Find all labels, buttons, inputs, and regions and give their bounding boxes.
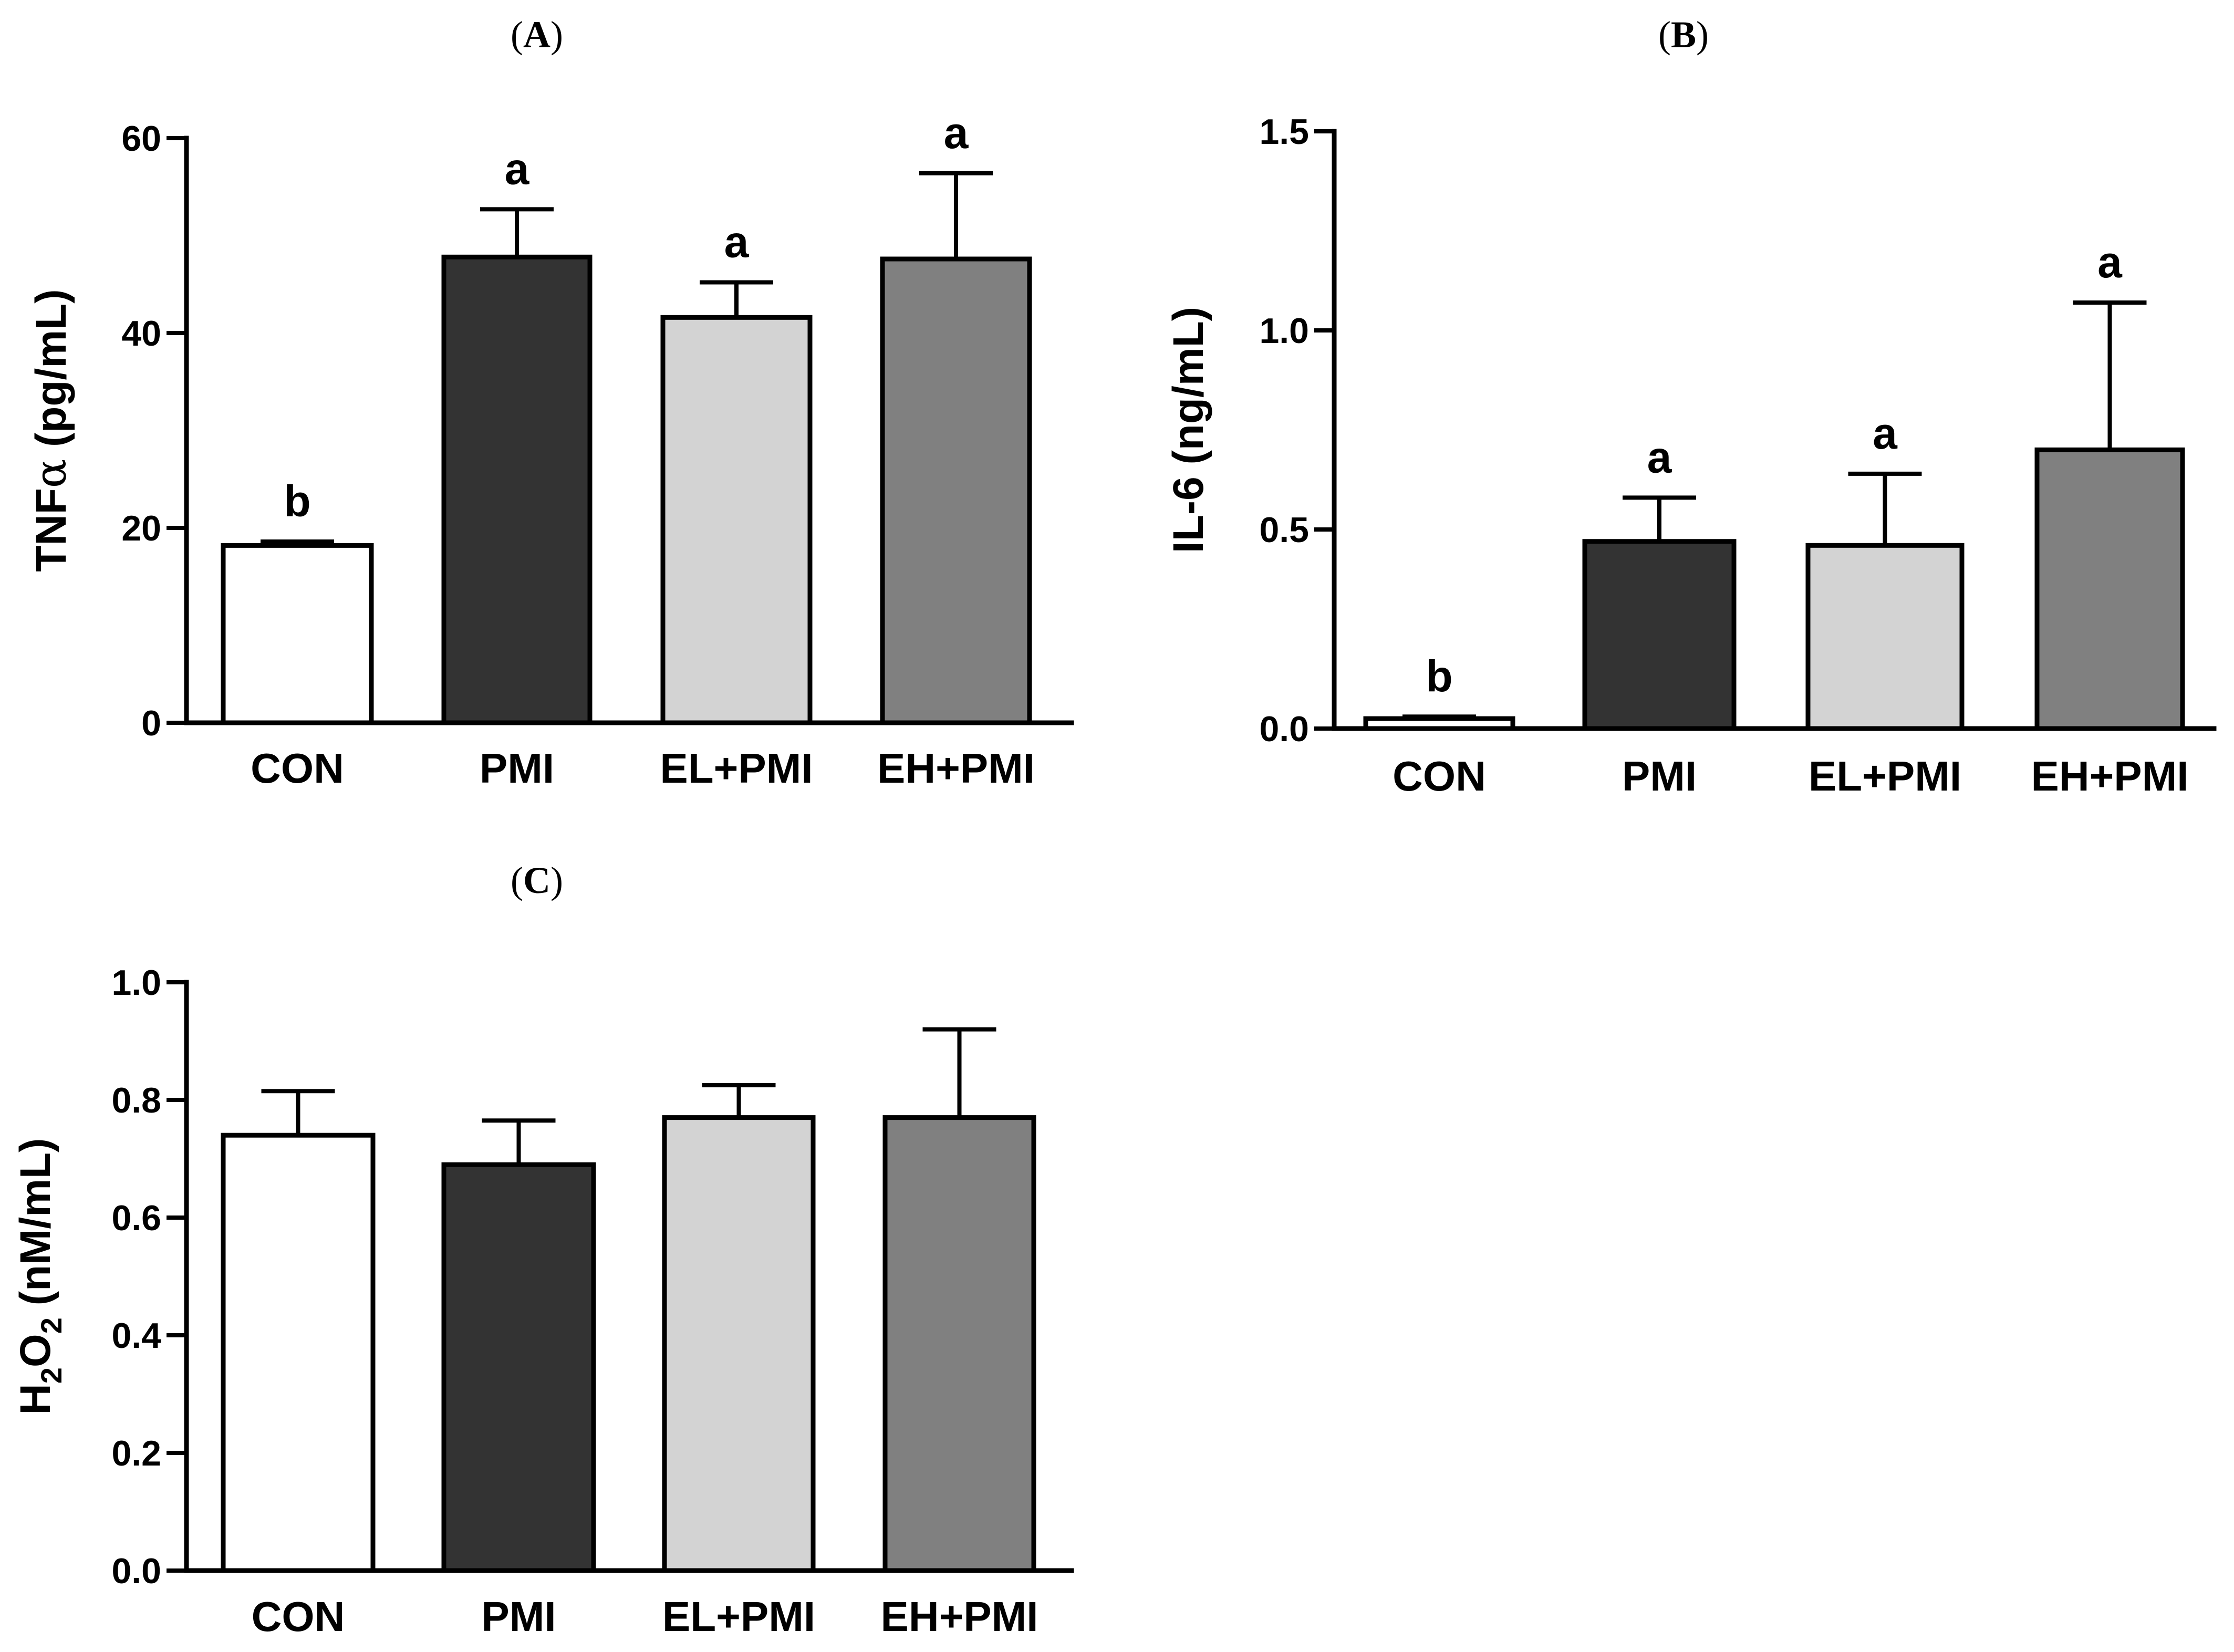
x-tick-label: EL+PMI: [1809, 753, 1961, 799]
significance-label: a: [944, 108, 969, 158]
panel-label-part: (: [511, 14, 523, 56]
y-tick-label: 1.5: [1259, 112, 1309, 152]
y-tick-label: 1.0: [111, 963, 161, 1003]
bar-el-pmi: [660, 315, 813, 725]
chart-panel-1: (A) b a a a 0 20 40 60 CON PMI EL+PMI EH+PMI TNFα (pg…: [26, 14, 1074, 792]
x-tick-label: EH+PMI: [880, 1593, 1038, 1640]
x-tick-label: EH+PMI: [2031, 753, 2188, 799]
y-tick-label: 0.0: [111, 1551, 161, 1591]
x-tick-label: EL+PMI: [662, 1593, 815, 1640]
y-axis-title-part: (pg/mL): [27, 289, 75, 459]
bar-eh-pmi: [882, 1115, 1036, 1573]
y-tick-label: 0.2: [111, 1433, 161, 1473]
bar-eh-pmi: [880, 256, 1032, 725]
bar-el-pmi: [1805, 543, 1965, 731]
y-axis-title-part: IL-6 (ng/mL): [1165, 307, 1212, 553]
bar-con: [221, 1132, 376, 1573]
bar-pmi: [1582, 539, 1737, 731]
y-axis-title-part: 2: [35, 1367, 68, 1384]
y-tick-label: 0.5: [1259, 510, 1309, 550]
significance-label: b: [1426, 651, 1452, 701]
panel-label-part: ): [550, 859, 563, 901]
panel-label: (B): [1658, 14, 1709, 56]
x-tick-label: CON: [252, 1593, 345, 1640]
significance-label: a: [1873, 409, 1898, 458]
y-axis-title-part: α: [26, 459, 76, 488]
y-axis-title-part: TNF: [27, 488, 75, 572]
y-axis-title-part: H: [12, 1384, 59, 1415]
y-tick-label: 60: [121, 119, 161, 159]
bar-pmi: [441, 254, 593, 725]
y-tick-label: 0.8: [111, 1080, 161, 1120]
bar-pmi: [441, 1162, 596, 1573]
panel-label-part: C: [523, 859, 550, 901]
bar-el-pmi: [662, 1115, 816, 1573]
y-tick-label: 0.4: [111, 1316, 161, 1356]
y-axis-title-part: 2: [35, 1317, 68, 1334]
bar-eh-pmi: [2034, 447, 2185, 731]
y-tick-label: 0.0: [1259, 709, 1309, 749]
y-axis-title: H2O2 (nM/mL): [12, 1138, 68, 1415]
significance-label: a: [1647, 432, 1672, 482]
x-tick-label: PMI: [1622, 753, 1697, 799]
y-axis-title: TNFα (pg/mL): [26, 289, 76, 572]
y-tick-label: 1.0: [1259, 311, 1309, 351]
chart-panel-3: (C) 0.0 0.2 0.4 0.6 0.8 1.0 CON PMI EL+PMI EH+PMI H…: [12, 859, 1074, 1640]
x-tick-label: CON: [1393, 753, 1486, 799]
panel-label-part: ): [550, 14, 563, 56]
y-tick-label: 40: [121, 314, 161, 354]
x-tick-label: PMI: [481, 1593, 556, 1640]
panel-label-part: ): [1696, 14, 1709, 56]
panel-label-part: (: [1658, 14, 1671, 56]
chart-panel-2: (B) b a a a 0.0 0.5 1.0 1.5 CON PMI EL+PMI EH+PMI IL-…: [1165, 14, 2217, 799]
y-axis-title-part: (nM/mL): [12, 1138, 59, 1318]
x-tick-label: EH+PMI: [877, 745, 1035, 792]
significance-label: a: [2097, 237, 2123, 287]
significance-label: a: [724, 217, 750, 267]
panel-label: (A): [511, 14, 563, 56]
y-tick-label: 0.6: [111, 1198, 161, 1238]
significance-label: b: [284, 476, 310, 526]
y-axis-title-part: O: [12, 1334, 59, 1367]
y-tick-label: 20: [121, 508, 161, 548]
panel-label-part: (: [511, 859, 523, 901]
panel-label: (C): [511, 859, 563, 901]
x-tick-label: EL+PMI: [660, 745, 813, 792]
panel-label-part: A: [523, 14, 550, 56]
significance-label: a: [505, 144, 530, 193]
x-tick-label: PMI: [480, 745, 554, 792]
y-axis-title: IL-6 (ng/mL): [1165, 307, 1212, 553]
y-tick-label: 0: [141, 703, 161, 743]
bar-con: [221, 543, 374, 725]
x-tick-label: CON: [251, 745, 344, 792]
panel-label-part: B: [1671, 14, 1696, 56]
